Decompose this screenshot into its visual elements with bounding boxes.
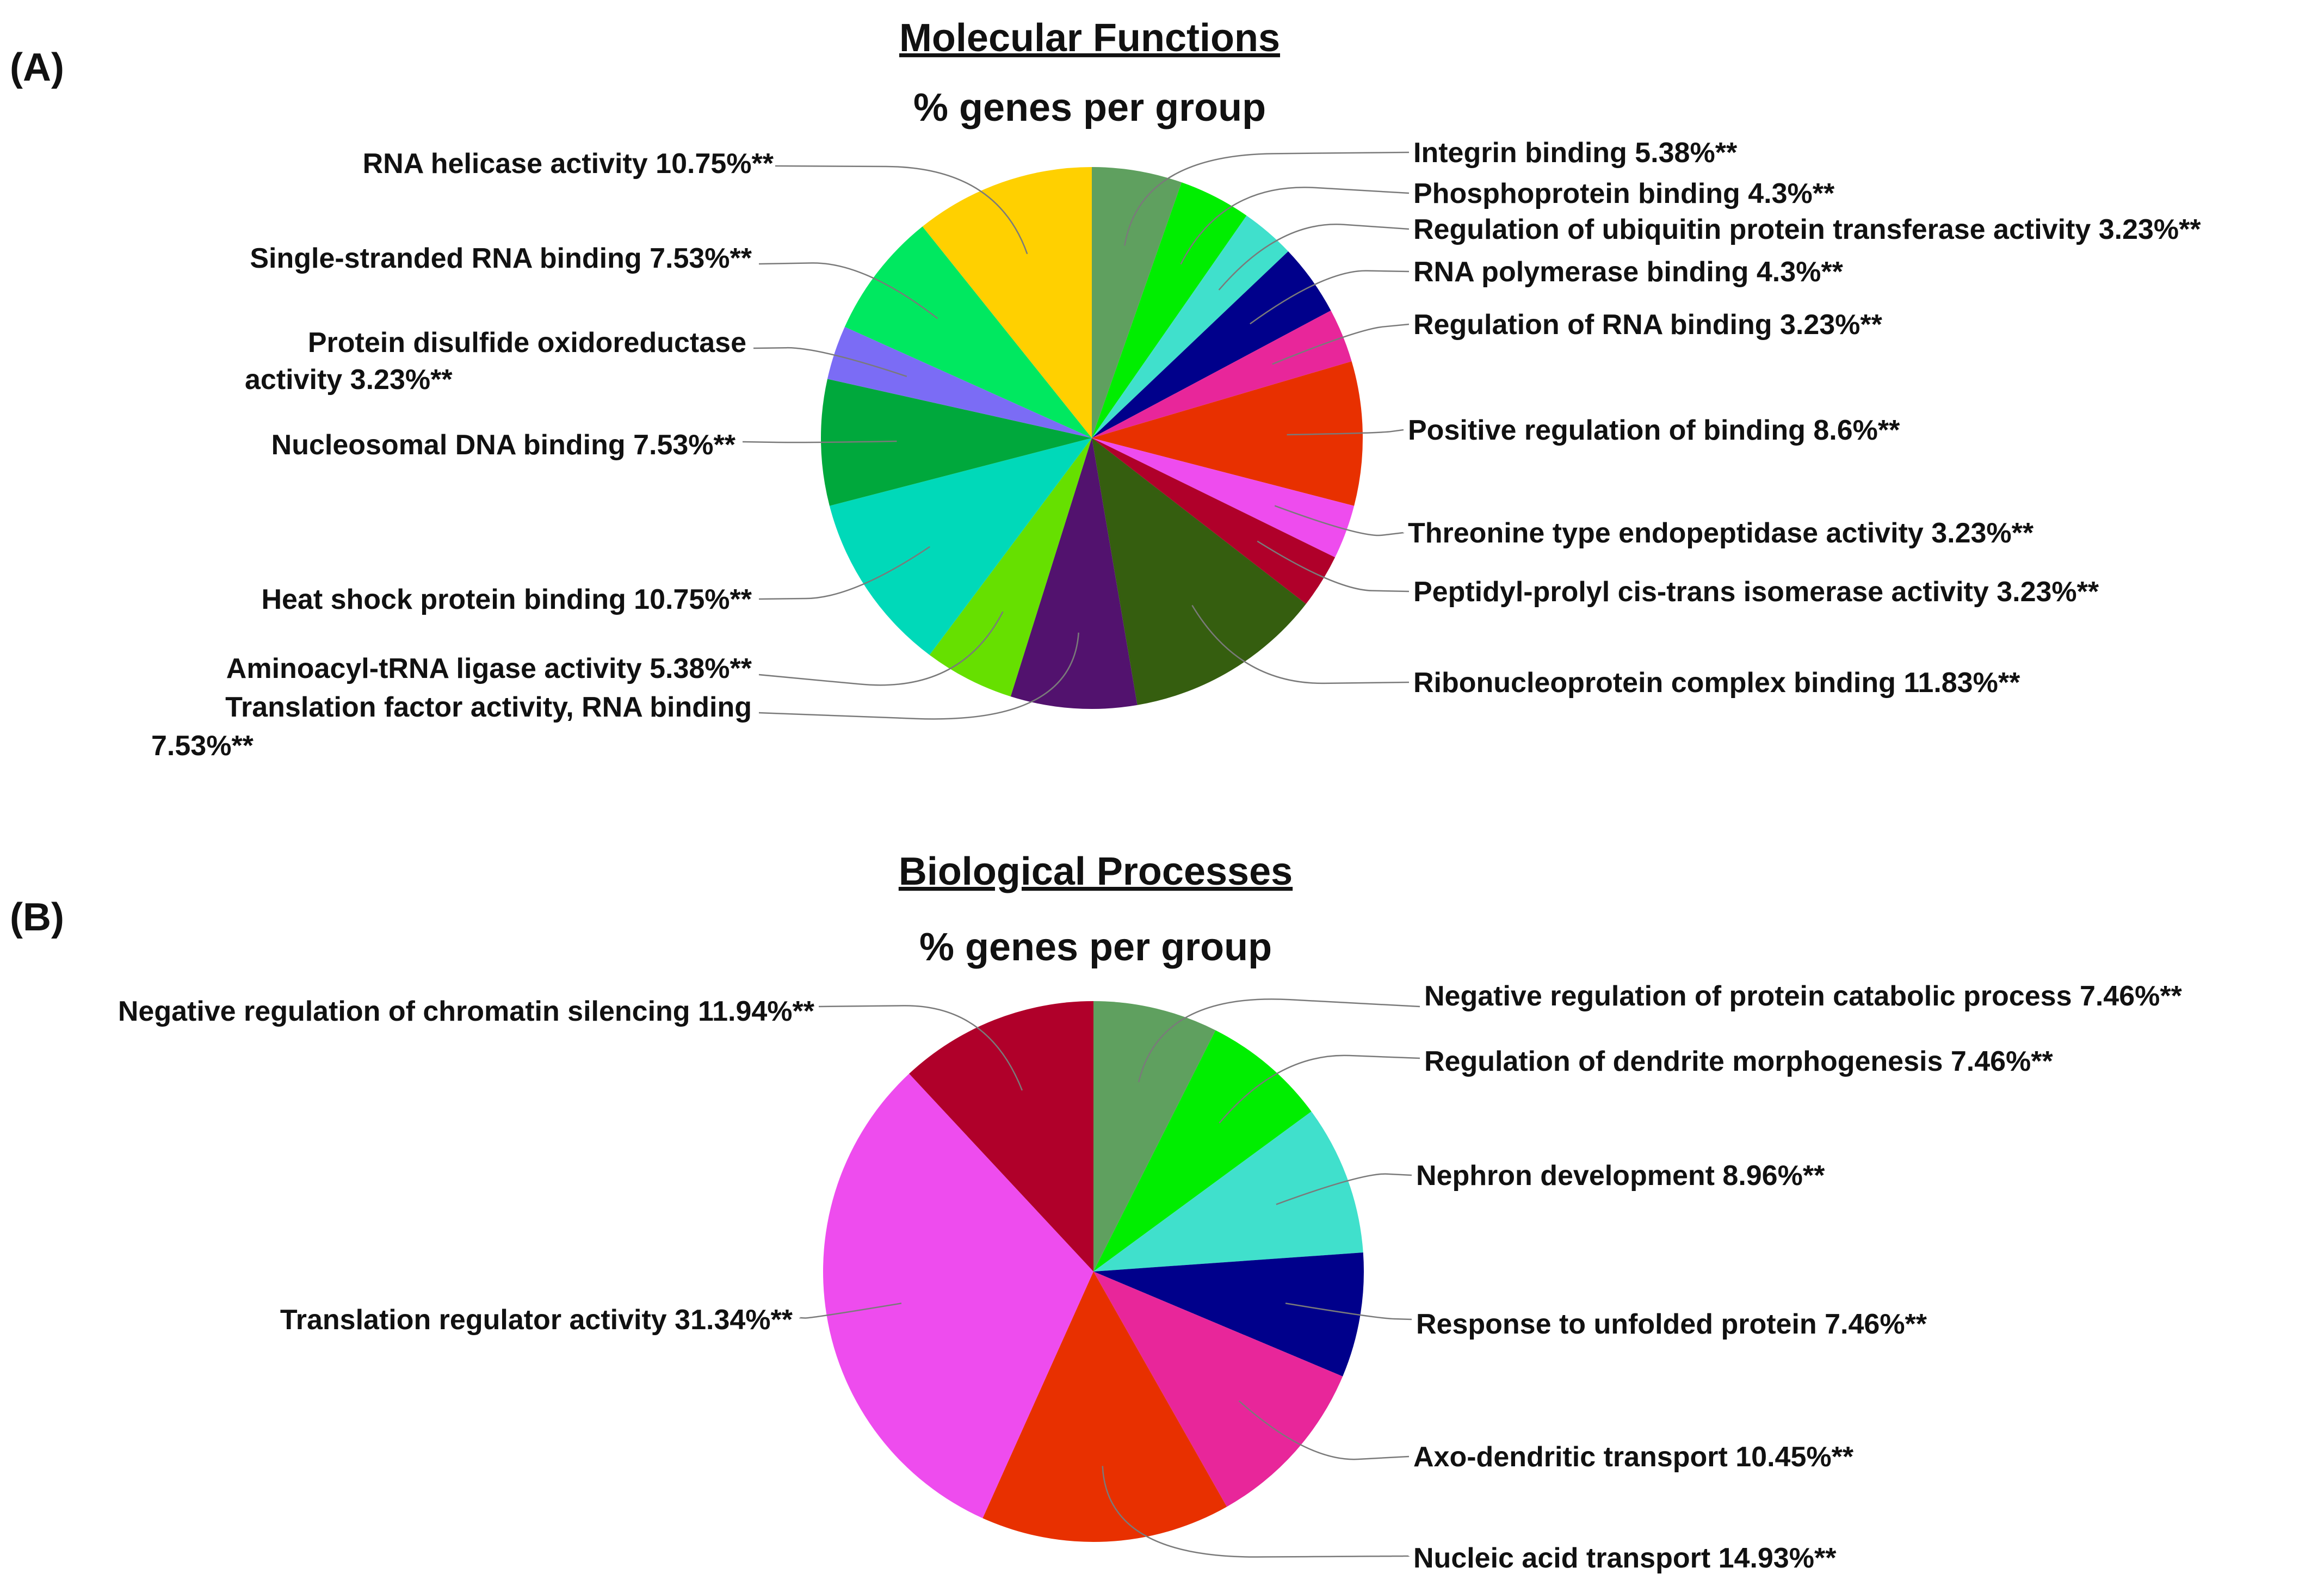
pie-slice <box>982 1272 1227 1542</box>
slice-label: Regulation of ubiquitin protein transfer… <box>1413 214 2201 245</box>
leader-line <box>818 1005 1023 1091</box>
slice-label: Translation factor activity, RNA binding… <box>151 692 752 762</box>
leader-line <box>1219 1054 1420 1124</box>
molecular-functions-labels: Integrin binding 5.38%** Phosphoprotein b… <box>151 137 2201 762</box>
pie-slice <box>1093 1030 1312 1272</box>
pie-slice <box>827 326 1092 438</box>
pie-slice <box>844 226 1092 438</box>
leader-line <box>1287 429 1404 436</box>
pie-slice <box>1093 1252 1364 1377</box>
biological-processes-panel: (B) Biological Processes % genes per gro… <box>10 850 2183 1574</box>
slice-label: Negative regulation of protein catabolic… <box>1424 980 2183 1012</box>
molecular-functions-title: Molecular Functions <box>899 16 1280 60</box>
slice-label: Axo-dendritic transport 10.45%** <box>1413 1441 1854 1473</box>
biological-processes-title: Biological Processes <box>899 850 1293 893</box>
pie-slice <box>1092 251 1331 438</box>
leader-line <box>1250 270 1410 325</box>
pie-slice <box>1092 438 1355 558</box>
leader-line <box>758 611 1004 686</box>
pie-slice <box>821 379 1092 506</box>
biological-processes-subtitle: % genes per group <box>919 925 1272 969</box>
leader-line <box>1138 998 1420 1083</box>
leader-line <box>1102 1466 1410 1558</box>
pie-slice <box>1010 438 1138 709</box>
pie-slice <box>1092 182 1247 438</box>
pie-slice <box>909 1001 1093 1272</box>
molecular-functions-leader-lines <box>742 151 1410 720</box>
leader-line <box>1218 223 1410 291</box>
pie-slice <box>829 438 1092 655</box>
molecular-functions-pie <box>821 167 1363 709</box>
leader-line <box>758 632 1079 720</box>
molecular-functions-panel: (A) Molecular Functions % genes per grou… <box>10 16 2201 762</box>
leader-line <box>1238 1400 1410 1460</box>
slice-label: Heat shock protein binding 10.75%** <box>261 584 752 615</box>
slice-label: Single-stranded RNA binding 7.53%** <box>250 243 752 274</box>
pie-slice <box>1092 361 1363 506</box>
slice-label: Negative regulation of chromatin silenci… <box>118 996 815 1027</box>
leader-line <box>1285 1303 1413 1320</box>
slice-label: Nucleic acid transport 14.93%** <box>1413 1542 1837 1574</box>
slice-label: RNA helicase activity 10.75%** <box>363 148 774 180</box>
pie-slice <box>1092 215 1289 438</box>
leader-line <box>1124 151 1410 246</box>
leader-line <box>1180 187 1410 265</box>
pie-slice <box>1092 438 1306 705</box>
slice-label: Translation regulator activity 31.34%** <box>280 1304 793 1336</box>
leader-line <box>775 165 1028 255</box>
slice-label: Response to unfolded protein 7.46%** <box>1416 1309 1927 1340</box>
pie-slice <box>1092 438 1336 604</box>
pie-slice <box>1093 1111 1363 1272</box>
slice-label: Regulation of RNA binding 3.23%** <box>1413 309 1883 341</box>
leader-line <box>758 546 930 600</box>
leader-line <box>753 347 907 378</box>
pie-slice <box>1092 167 1182 438</box>
biological-processes-leader-lines <box>799 998 1420 1558</box>
slice-label: Nephron development 8.96%** <box>1416 1160 1825 1192</box>
pie-slice <box>1093 1272 1343 1507</box>
pie-slice <box>929 438 1092 697</box>
slice-label: Phosphoprotein binding 4.3%** <box>1413 178 1835 209</box>
molecular-functions-subtitle: % genes per group <box>913 86 1266 129</box>
panel-label-a: (A) <box>10 46 64 89</box>
pie-slice <box>823 1073 1093 1519</box>
leader-line <box>1274 505 1404 536</box>
slice-label: Peptidyl-prolyl cis-trans isomerase acti… <box>1413 576 2099 608</box>
slice-label: RNA polymerase binding 4.3%** <box>1413 256 1844 288</box>
biological-processes-labels: Negative regulation of protein catabolic… <box>118 980 2183 1574</box>
slice-label: Threonine type endopeptidase activity 3.… <box>1408 517 2034 549</box>
pie-slice <box>1092 310 1352 438</box>
slice-label: Regulation of dendrite morphogenesis 7.4… <box>1424 1046 2054 1077</box>
slice-label: Protein disulfide oxidoreductase activity… <box>245 327 746 396</box>
leader-line <box>1257 540 1410 593</box>
leader-line <box>1191 604 1410 684</box>
leader-line <box>1272 323 1410 365</box>
leader-line <box>758 262 938 319</box>
pie-slice <box>922 167 1092 438</box>
pie-slice <box>1093 1001 1216 1272</box>
biological-processes-pie <box>823 1001 1364 1542</box>
slice-label: Ribonucleoprotein complex binding 11.83%… <box>1413 667 2020 699</box>
leader-line <box>1276 1173 1412 1205</box>
slice-label: Aminoacyl-tRNA ligase activity 5.38%** <box>226 653 752 684</box>
slice-label: Integrin binding 5.38%** <box>1413 137 1738 169</box>
slice-label: Positive regulation of binding 8.6%** <box>1408 415 1900 446</box>
leader-line <box>799 1303 902 1319</box>
leader-line <box>742 440 897 443</box>
panel-label-b: (B) <box>10 896 64 939</box>
slice-label: Nucleosomal DNA binding 7.53%** <box>271 429 736 461</box>
